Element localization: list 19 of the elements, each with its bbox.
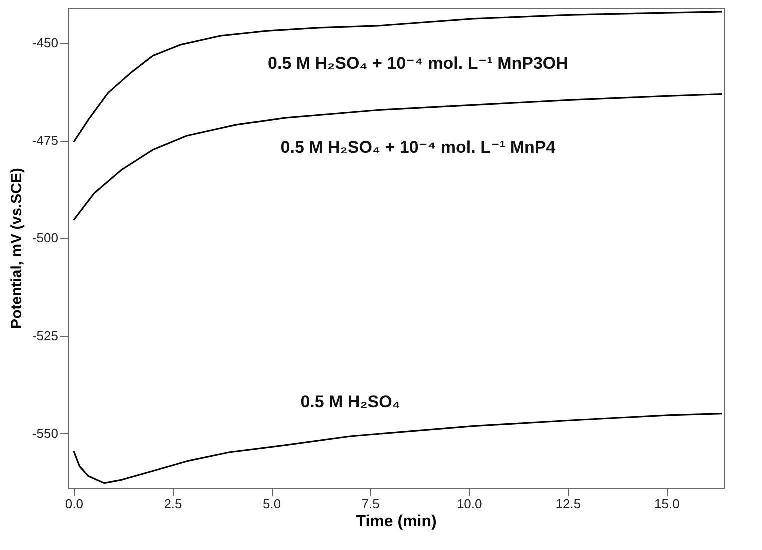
- y-tick-label: -550: [32, 426, 58, 441]
- y-tick-label: -450: [32, 36, 58, 51]
- x-tick-label: 12.5: [556, 496, 582, 512]
- x-tick-label: 0.0: [65, 496, 84, 512]
- line-series: [73, 413, 723, 484]
- x-tick-label: 5.0: [262, 496, 282, 512]
- series-label: 0.5 M H₂SO₄: [300, 392, 400, 412]
- y-tick-label: -525: [32, 328, 58, 344]
- x-tick-label: 2.5: [164, 496, 182, 512]
- y-tick-label: -500: [32, 230, 58, 246]
- series-label: 0.5 M H₂SO₄ + 10⁻⁴ mol. L⁻¹ MnP4: [280, 138, 556, 158]
- y-tick-label: -475: [32, 133, 58, 148]
- line-series: [73, 93, 723, 222]
- x-axis-title: Time (min): [356, 514, 437, 530]
- x-tick-label: 10.0: [456, 496, 482, 512]
- series-label: 0.5 M H₂SO₄ + 10⁻⁴ mol. L⁻¹ MnP3OH: [268, 54, 568, 73]
- x-tick-label: 7.5: [362, 496, 380, 512]
- x-tick-label: 15.0: [654, 496, 680, 512]
- y-axis-title: Potential, mV (vs.SCE): [8, 168, 26, 329]
